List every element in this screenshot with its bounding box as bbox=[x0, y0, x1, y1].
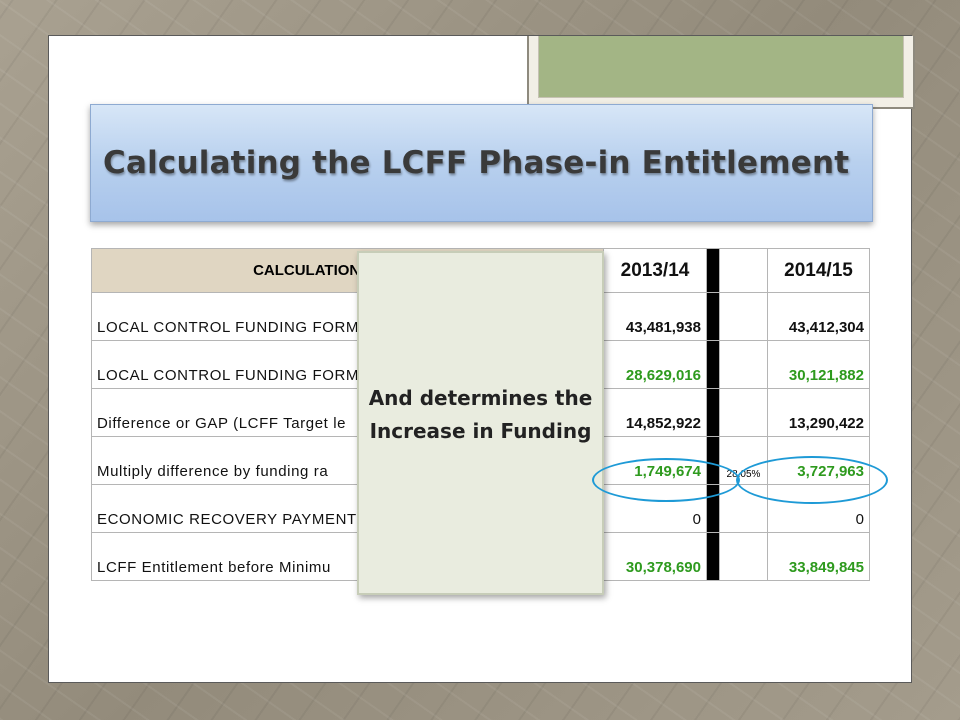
row-value-year-1: 28,629,016 bbox=[603, 340, 707, 389]
decorative-frame-fill bbox=[538, 36, 904, 98]
callout-box: And determines the Increase in Funding bbox=[357, 251, 604, 595]
row-value-year-1: 30,378,690 bbox=[603, 532, 707, 581]
lcff-calculation-table: CALCULATION OF LCFF P 2013/14 2014/15 LO… bbox=[91, 248, 870, 581]
blank-cell bbox=[719, 388, 768, 437]
row-value-year-1: 0 bbox=[603, 484, 707, 533]
table-header-row: CALCULATION OF LCFF P 2013/14 2014/15 bbox=[91, 248, 870, 293]
black-divider bbox=[706, 248, 720, 293]
blank-cell bbox=[719, 248, 768, 293]
row-value-year-2: 3,727,963 bbox=[767, 436, 870, 485]
row-value-year-1: 1,749,674 bbox=[603, 436, 707, 485]
row-value-year-2: 33,849,845 bbox=[767, 532, 870, 581]
row-value-year-2: 43,412,304 bbox=[767, 292, 870, 341]
callout-line-1: And determines the bbox=[368, 386, 593, 410]
decorative-frame bbox=[527, 36, 915, 109]
black-divider bbox=[706, 292, 720, 341]
title-banner: Calculating the LCFF Phase-in Entitlemen… bbox=[90, 104, 873, 222]
blank-cell bbox=[719, 484, 768, 533]
header-year-1: 2013/14 bbox=[603, 248, 707, 293]
row-value-year-1: 14,852,922 bbox=[603, 388, 707, 437]
callout-line-2: Increase in Funding bbox=[369, 419, 592, 443]
black-divider bbox=[706, 532, 720, 581]
funding-rate-percent: 28.05% bbox=[719, 436, 768, 485]
table-row: LCFF Entitlement before Minimu 30,378,69… bbox=[91, 532, 870, 581]
blank-cell bbox=[719, 532, 768, 581]
row-value-year-2: 13,290,422 bbox=[767, 388, 870, 437]
black-divider bbox=[706, 388, 720, 437]
row-value-year-2: 30,121,882 bbox=[767, 340, 870, 389]
black-divider bbox=[706, 484, 720, 533]
black-divider bbox=[706, 340, 720, 389]
blank-cell bbox=[719, 292, 768, 341]
blank-cell bbox=[719, 340, 768, 389]
black-divider bbox=[706, 436, 720, 485]
row-value-year-1: 43,481,938 bbox=[603, 292, 707, 341]
slide-title: Calculating the LCFF Phase-in Entitlemen… bbox=[103, 145, 850, 181]
header-year-2: 2014/15 bbox=[767, 248, 870, 293]
row-value-year-2: 0 bbox=[767, 484, 870, 533]
